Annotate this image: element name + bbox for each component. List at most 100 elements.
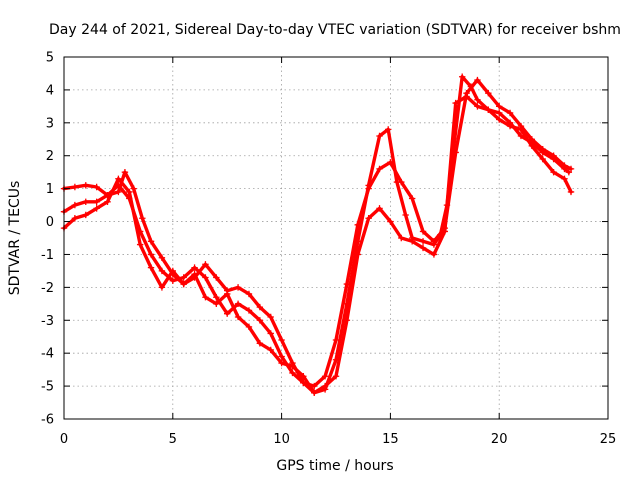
data-point	[343, 317, 351, 324]
data-point	[528, 142, 536, 150]
y-tick-label: -1	[41, 248, 54, 263]
data-point	[278, 353, 285, 360]
data-point	[565, 168, 573, 176]
y-tick-label: 2	[46, 149, 54, 164]
data-point	[115, 175, 122, 182]
y-tick-label: 5	[46, 51, 54, 66]
series-trace	[62, 78, 573, 388]
data-point	[376, 132, 383, 140]
data-point	[224, 290, 231, 298]
y-tick-label: -3	[41, 314, 54, 329]
data-point	[474, 96, 481, 103]
data-point	[82, 182, 89, 189]
data-point	[234, 284, 242, 291]
data-point	[71, 201, 79, 209]
data-point	[93, 183, 100, 191]
data-point	[147, 251, 155, 258]
data-point	[419, 228, 427, 235]
y-axis-title: SDTVAR / TECUs	[7, 181, 23, 296]
data-point	[245, 290, 253, 298]
data-point	[121, 168, 129, 176]
data-point	[343, 280, 351, 288]
data-point	[147, 238, 155, 245]
data-point	[506, 122, 514, 130]
data-point	[256, 340, 264, 347]
data-point	[402, 211, 409, 219]
data-point	[256, 303, 264, 311]
data-series	[60, 73, 575, 396]
data-point	[539, 145, 546, 153]
data-point	[115, 188, 122, 196]
data-point	[289, 369, 296, 377]
data-point	[234, 300, 242, 308]
y-tick-label: 0	[46, 215, 54, 230]
data-point	[267, 346, 274, 354]
data-point	[485, 106, 492, 113]
data-point	[539, 155, 546, 163]
data-point	[191, 271, 198, 278]
data-point	[385, 126, 392, 133]
y-tick-label: -4	[41, 347, 54, 362]
x-tick-label: 20	[491, 432, 508, 447]
series-track-a	[60, 73, 573, 396]
data-point	[300, 379, 307, 386]
data-point	[136, 241, 144, 248]
data-point	[213, 300, 220, 308]
data-point	[561, 162, 568, 169]
y-tick-label: 3	[46, 116, 54, 131]
data-point	[332, 373, 340, 380]
data-point	[550, 152, 557, 159]
data-point	[496, 116, 503, 123]
data-point	[169, 267, 176, 275]
data-point	[180, 274, 187, 281]
data-point	[398, 234, 405, 242]
data-point	[158, 254, 166, 261]
data-point	[408, 238, 416, 245]
data-point	[289, 363, 296, 370]
series-trace	[62, 74, 571, 395]
data-point	[517, 132, 525, 140]
data-point	[158, 284, 166, 291]
data-point	[213, 294, 220, 301]
x-axis-title: GPS time / hours	[276, 458, 393, 474]
data-point	[419, 238, 427, 245]
data-point	[311, 389, 318, 396]
data-point	[126, 188, 133, 196]
data-point	[180, 280, 187, 288]
data-point	[485, 90, 492, 97]
y-tick-label: 4	[46, 83, 54, 98]
x-tick-labels: 0 5 10 15 20 25	[60, 432, 616, 447]
data-point	[354, 251, 361, 258]
data-point	[474, 76, 481, 84]
data-point	[311, 382, 318, 390]
data-point	[430, 238, 438, 245]
data-point	[441, 228, 448, 235]
x-tick-label: 25	[600, 432, 617, 447]
data-point	[256, 317, 264, 324]
data-point	[430, 251, 438, 258]
data-point	[245, 323, 253, 331]
data-point	[561, 175, 568, 182]
x-tick-label: 0	[60, 432, 68, 447]
data-point	[376, 165, 383, 173]
data-point	[202, 261, 209, 268]
data-point	[93, 205, 100, 212]
y-tick-label: 1	[46, 182, 54, 197]
data-point	[202, 274, 209, 281]
data-point	[354, 221, 361, 229]
data-point	[365, 185, 372, 192]
data-point	[567, 165, 575, 173]
data-point	[213, 274, 220, 281]
data-point	[550, 168, 557, 176]
data-point	[387, 218, 394, 225]
data-point	[496, 109, 503, 117]
x-tick-label: 5	[169, 432, 177, 447]
data-point	[300, 373, 307, 380]
data-point	[234, 313, 242, 321]
axis-ticks	[63, 56, 609, 420]
data-point	[82, 198, 89, 205]
data-point	[169, 277, 176, 284]
data-point	[408, 195, 416, 202]
series-track-b	[60, 76, 575, 390]
